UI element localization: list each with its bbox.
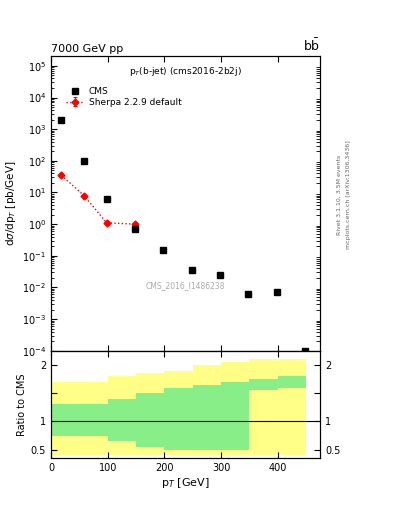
- Text: mcplots.cern.ch [arXiv:1306.3436]: mcplots.cern.ch [arXiv:1306.3436]: [347, 140, 351, 249]
- CMS: [59, 117, 64, 123]
- Text: 7000 GeV pp: 7000 GeV pp: [51, 44, 123, 54]
- Text: CMS_2016_I1486238: CMS_2016_I1486238: [146, 282, 226, 290]
- Text: p$_T$(b-jet) (cms2016-2b2j): p$_T$(b-jet) (cms2016-2b2j): [129, 65, 242, 78]
- X-axis label: p$_T$ [GeV]: p$_T$ [GeV]: [162, 476, 210, 490]
- CMS: [274, 289, 279, 295]
- Legend: CMS, Sherpa 2.2.9 default: CMS, Sherpa 2.2.9 default: [64, 84, 184, 110]
- CMS: [189, 267, 194, 273]
- Text: Rivet 3.1.10, 3.5M events: Rivet 3.1.10, 3.5M events: [336, 155, 341, 234]
- Y-axis label: d$\sigma$/dp$_T$ [pb/GeV]: d$\sigma$/dp$_T$ [pb/GeV]: [4, 161, 18, 246]
- Y-axis label: Ratio to CMS: Ratio to CMS: [17, 373, 27, 436]
- Text: b$\bar{\mathrm{b}}$: b$\bar{\mathrm{b}}$: [303, 37, 320, 54]
- CMS: [303, 348, 307, 354]
- Line: CMS: CMS: [58, 117, 308, 354]
- CMS: [161, 247, 166, 253]
- CMS: [246, 291, 251, 297]
- CMS: [132, 226, 137, 232]
- CMS: [218, 272, 222, 278]
- CMS: [104, 197, 109, 203]
- CMS: [82, 158, 86, 164]
